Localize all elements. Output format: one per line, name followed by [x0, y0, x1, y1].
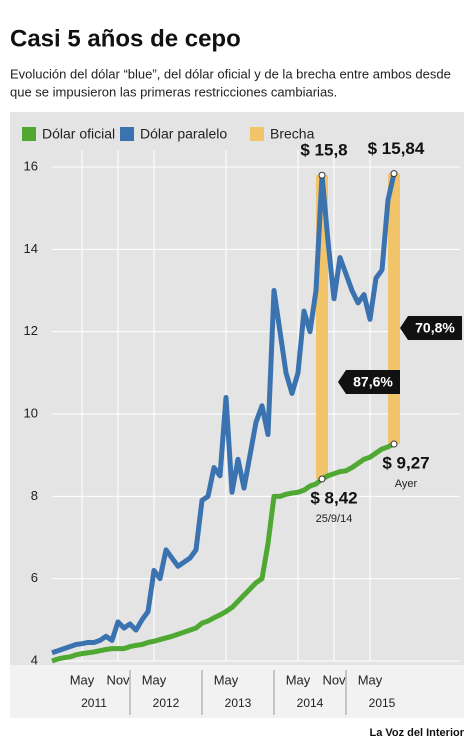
brecha-label-box: [338, 370, 400, 394]
x-tick-label: Nov: [322, 672, 346, 687]
y-tick-label: 12: [24, 323, 38, 338]
y-tick-label: 10: [24, 405, 38, 420]
legend-label: Brecha: [270, 126, 315, 142]
source: La Voz del Interior: [369, 727, 464, 739]
year-label: 2014: [297, 696, 324, 710]
data-label: $ 9,27: [382, 454, 429, 473]
point-marker: [390, 440, 398, 448]
y-tick-label: 16: [24, 158, 38, 173]
brecha-bar: [388, 173, 400, 445]
x-tick-label: May: [214, 672, 239, 687]
x-axis-band: [10, 665, 464, 718]
y-tick-label: 8: [31, 488, 38, 503]
point-marker: [318, 171, 326, 179]
annotation: 25/9/14: [316, 513, 353, 525]
y-tick-label: 6: [31, 570, 38, 585]
brecha-label: 70,8%: [415, 320, 455, 336]
annotation: Ayer: [395, 478, 418, 490]
year-label: 2013: [225, 696, 252, 710]
y-tick-label: 14: [24, 241, 38, 256]
data-label: $ 15,84: [368, 139, 425, 158]
x-tick-label: May: [358, 672, 383, 687]
year-label: 2012: [153, 696, 180, 710]
x-tick-label: Nov: [106, 672, 130, 687]
point-marker: [318, 475, 326, 483]
brecha-label: 87,6%: [353, 374, 393, 390]
year-label: 2011: [81, 696, 107, 710]
y-tick-label: 4: [31, 652, 38, 667]
chart-title: Casi 5 años de cepo: [10, 25, 241, 52]
legend-label: Dólar paralelo: [140, 126, 227, 142]
subtitle: que se impusieron las primeras restricci…: [10, 84, 337, 99]
legend-swatch: [120, 127, 134, 141]
legend-label: Dólar oficial: [42, 126, 115, 142]
series-line: [51, 172, 397, 656]
x-tick-label: May: [286, 672, 311, 687]
data-label: $ 8,42: [310, 489, 357, 508]
data-label: $ 15,8: [300, 141, 347, 160]
year-label: 2015: [369, 696, 396, 710]
subtitle: Evolución del dólar “blue”, del dólar of…: [10, 66, 451, 81]
x-tick-label: May: [142, 672, 167, 687]
legend-swatch: [250, 127, 264, 141]
series-line: [51, 441, 396, 664]
legend-swatch: [22, 127, 36, 141]
x-tick-label: May: [70, 672, 95, 687]
point-marker: [390, 170, 398, 178]
brecha-label-box: [400, 316, 462, 340]
